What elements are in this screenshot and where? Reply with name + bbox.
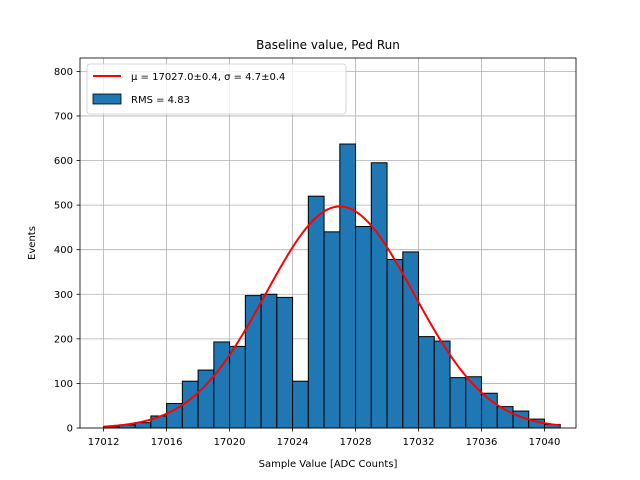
x-tick-label: 17016 bbox=[151, 437, 183, 448]
histogram-bar bbox=[229, 345, 246, 429]
legend-histogram-label: RMS = 4.83 bbox=[131, 95, 190, 106]
x-tick-label: 17032 bbox=[403, 437, 435, 448]
legend: μ = 17027.0±0.4, σ = 4.7±0.4 RMS = 4.83 bbox=[86, 63, 347, 115]
y-tick-label: 700 bbox=[54, 111, 73, 122]
fit-curve bbox=[103, 205, 561, 428]
x-tick-label: 17020 bbox=[214, 437, 246, 448]
x-axis-ticks: 17012 17016 17020 17024 17028 17032 17036 17040 bbox=[88, 428, 561, 448]
y-axis-label: Events bbox=[27, 226, 38, 260]
x-tick-label: 17012 bbox=[88, 437, 120, 448]
y-tick-label: 100 bbox=[54, 379, 73, 390]
histogram-bar bbox=[260, 293, 278, 429]
histogram-bar bbox=[276, 296, 294, 429]
histogram-bar bbox=[339, 143, 357, 429]
legend-fit-mu: μ = 17027.0±0.4, bbox=[131, 72, 224, 83]
histogram-bar bbox=[370, 162, 388, 429]
legend-fit-label: μ = 17027.0±0.4, σ = 4.7±0.4 bbox=[131, 72, 285, 83]
y-tick-label: 200 bbox=[54, 334, 73, 345]
histogram-bars bbox=[103, 143, 561, 429]
histogram-bar bbox=[181, 380, 199, 429]
histogram-bar bbox=[323, 231, 341, 429]
y-tick-label: 800 bbox=[54, 67, 73, 78]
histogram-bar bbox=[449, 377, 467, 429]
histogram-bar bbox=[292, 380, 309, 429]
plot-frame bbox=[79, 57, 577, 429]
y-tick-label: 0 bbox=[67, 424, 73, 435]
legend-fit-sigma: σ = 4.7±0.4 bbox=[224, 72, 285, 83]
legend-frame bbox=[86, 63, 347, 115]
y-axis-ticks: 0 100 200 300 400 500 600 700 800 bbox=[54, 67, 80, 435]
x-tick-label: 17028 bbox=[340, 437, 372, 448]
histogram-bar bbox=[307, 195, 325, 429]
x-tick-label: 17024 bbox=[277, 437, 309, 448]
y-tick-label: 300 bbox=[54, 290, 73, 301]
histogram-bar bbox=[386, 258, 404, 429]
chart-title: Baseline value, Ped Run bbox=[256, 38, 400, 52]
x-tick-label: 17040 bbox=[529, 437, 561, 448]
x-axis-label: Sample Value [ADC Counts] bbox=[259, 459, 398, 470]
legend-histogram-swatch bbox=[92, 93, 122, 105]
y-tick-label: 400 bbox=[54, 245, 73, 256]
histogram-bar bbox=[355, 226, 372, 429]
x-tick-label: 17036 bbox=[466, 437, 498, 448]
histogram-bar bbox=[418, 336, 435, 429]
histogram-bar bbox=[213, 341, 231, 429]
histogram-bar bbox=[433, 340, 451, 429]
y-tick-label: 600 bbox=[54, 156, 73, 167]
y-tick-label: 500 bbox=[54, 201, 73, 212]
